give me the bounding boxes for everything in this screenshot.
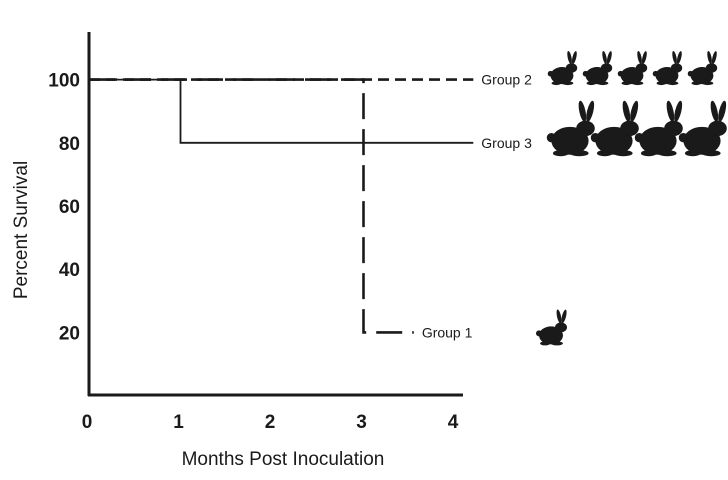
rabbit-icon [652,50,683,86]
rabbit-icon [687,50,718,86]
label-group-2: Group 2 [481,72,532,88]
y-tick-20: 20 [59,323,80,344]
series-line-group-3 [89,78,474,144]
rabbit-icon [678,100,728,157]
rabbit-icon [536,309,568,346]
rabbit-icon [617,50,648,86]
rabbit-icon [547,50,578,86]
y-tick-60: 60 [59,197,80,218]
series-line-group-1 [89,78,414,334]
y-axis-title: Percent Survival [11,161,32,299]
rabbit-icon [582,50,613,86]
rabbit-icon [546,100,596,157]
series-lines [89,78,474,334]
y-tick-40: 40 [59,260,80,281]
x-tick-labels: 0 1 2 3 4 [82,412,459,433]
label-group-1: Group 1 [422,324,473,340]
x-tick-0: 0 [82,412,93,433]
x-tick-4: 4 [448,412,459,433]
y-tick-80: 80 [59,134,80,155]
x-tick-1: 1 [173,412,184,433]
series-labels: Group 2 Group 3 Group 1 [422,72,532,341]
y-tick-100: 100 [48,71,80,92]
rabbit-icons [536,50,728,346]
rabbit-icon [590,100,640,157]
y-tick-labels: 20 40 60 80 100 [48,71,80,345]
x-tick-3: 3 [356,412,367,433]
x-tick-2: 2 [265,412,276,433]
x-axis-title: Months Post Inoculation [182,449,385,470]
rabbit-icon [634,100,684,157]
label-group-3: Group 3 [481,135,532,151]
